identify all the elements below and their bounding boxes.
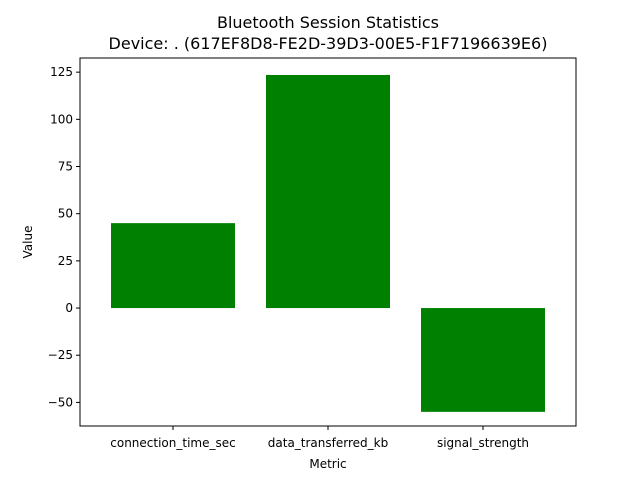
bars-group xyxy=(111,74,545,412)
y-tick-label: 75 xyxy=(58,160,73,174)
y-tick-label: −50 xyxy=(48,395,73,409)
y-tick-label: −25 xyxy=(48,348,73,362)
chart-subtitle: Device: . (617EF8D8-FE2D-39D3-00E5-F1F71… xyxy=(109,34,548,53)
y-axis-ticks: −50 −25 0 25 50 75 100 125 xyxy=(48,65,80,409)
x-tick-label: signal_strength xyxy=(437,436,529,450)
chart-title: Bluetooth Session Statistics xyxy=(217,13,439,32)
plot-frame xyxy=(79,57,577,427)
y-tick-label: 25 xyxy=(58,254,73,268)
x-axis-label: Metric xyxy=(309,457,346,471)
y-axis-label: Value xyxy=(21,226,35,259)
bar-data-transferred-kb xyxy=(266,74,390,309)
x-tick-label: connection_time_sec xyxy=(110,436,235,450)
bar-signal-strength xyxy=(421,308,545,412)
x-tick-label: data_transferred_kb xyxy=(268,436,388,450)
x-axis-ticks: connection_time_sec data_transferred_kb si… xyxy=(110,426,529,450)
y-tick-label: 125 xyxy=(50,65,73,79)
bar-connection-time-sec xyxy=(111,223,235,309)
y-tick-label: 50 xyxy=(58,207,73,221)
y-tick-label: 100 xyxy=(50,112,73,126)
y-tick-label: 0 xyxy=(65,301,73,315)
